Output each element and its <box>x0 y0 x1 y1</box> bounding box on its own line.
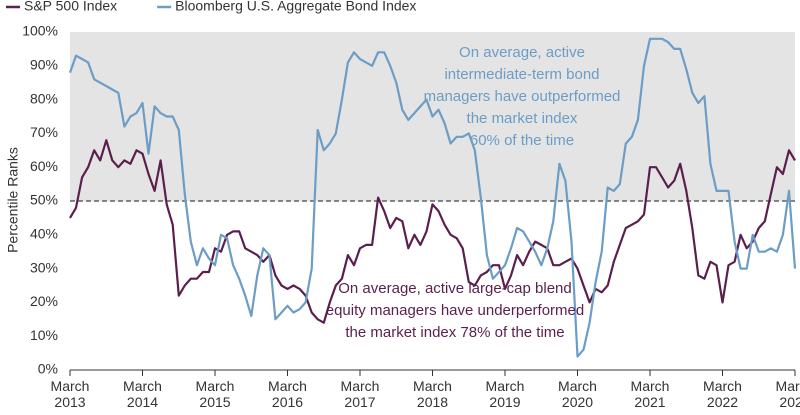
series-line <box>69 139 796 324</box>
series-line <box>68 37 797 358</box>
x-tick-label: March 2023 <box>775 378 800 410</box>
y-tick-label: 100% <box>22 23 58 39</box>
x-tick-label: March 2021 <box>630 378 670 410</box>
annotation: equity managers have underperformed <box>326 302 585 319</box>
y-tick-label: 80% <box>30 90 58 106</box>
annotation: On average, active <box>459 44 585 61</box>
x-tick-label: March 2019 <box>485 378 525 410</box>
x-tick-label: March 2015 <box>195 378 235 410</box>
y-tick-label: 70% <box>30 124 58 140</box>
annotation: intermediate-term bond <box>444 66 599 83</box>
y-tick-label: 10% <box>30 327 58 343</box>
x-tick-label: March 2014 <box>123 378 162 410</box>
y-tick-label: 90% <box>30 57 58 73</box>
y-tick-label: 30% <box>30 259 58 275</box>
legend-label: S&P 500 Index <box>24 0 117 14</box>
y-tick-label: 60% <box>30 158 58 174</box>
x-tick-label: March 2016 <box>268 378 307 410</box>
y-tick-label: 40% <box>30 226 58 242</box>
annotation: managers have outperformed <box>424 88 621 105</box>
annotation: On average, active large-cap blend <box>338 280 571 297</box>
y-tick-label: 50% <box>30 192 58 208</box>
x-tick-label: March 2013 <box>50 378 90 410</box>
annotation: the market index 78% of the time <box>345 324 564 341</box>
y-tick-label: 0% <box>38 361 58 377</box>
x-tick-label: March 2017 <box>340 378 380 410</box>
x-tick-label: March 2018 <box>413 378 452 410</box>
annotation: the market index <box>467 110 578 127</box>
y-axis-label: Percentile Ranks <box>5 147 21 253</box>
x-tick-label: March 2022 <box>703 378 742 410</box>
x-tick-label: March 2020 <box>558 378 597 410</box>
y-tick-label: 20% <box>30 293 58 309</box>
annotation: 60% of the time <box>470 132 574 149</box>
legend-label: Bloomberg U.S. Aggregate Bond Index <box>175 0 416 14</box>
